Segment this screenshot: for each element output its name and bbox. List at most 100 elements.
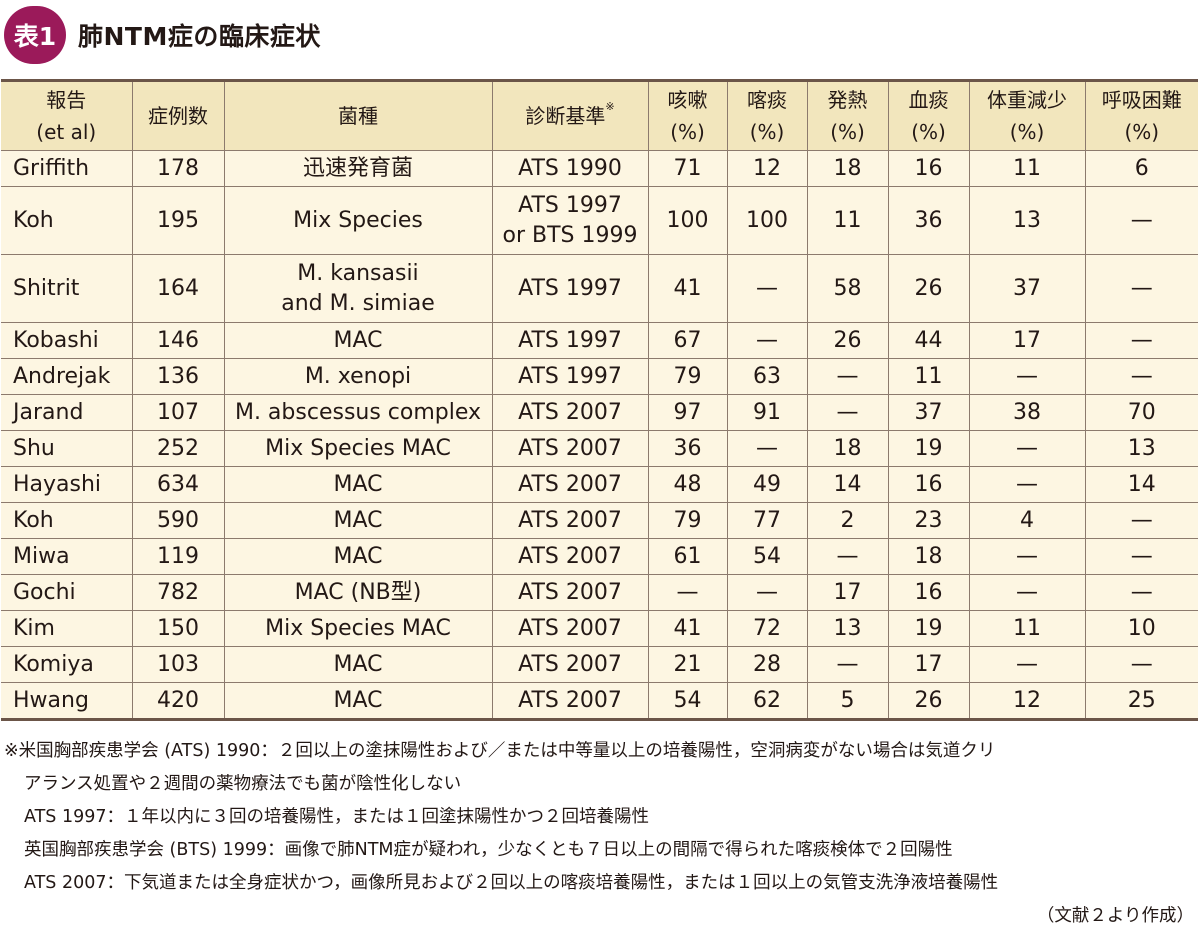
cell-criteria-line: ATS 1997 [518,192,622,218]
cell-cough: 41 [647,610,728,647]
column-header-unit: (et al) [36,120,97,144]
cell-criteria: ATS 2007 [491,682,649,720]
cell-species: 迅速発育菌 [223,150,493,187]
cell-dyspnea: — [1084,186,1198,255]
cell-criteria-line: ATS 2007 [518,399,622,425]
cell-dyspnea: — [1084,358,1198,395]
cell-species: MAC [223,646,493,683]
column-header: 咳嗽 (%) [647,80,728,151]
cell-fever: — [806,538,889,575]
table-title: 表1 肺NTM症の臨床症状 [4,6,321,64]
cell-sputum: 54 [726,538,808,575]
cell-species-line: MAC [333,507,383,533]
cell-criteria-line: ATS 1997 [518,363,622,389]
column-header: 喀痰 (%) [726,80,808,151]
cell-criteria-line: ATS 1997 [518,327,622,353]
cell-species: MAC [223,502,493,539]
cell-sputum: 63 [726,358,808,395]
cell-criteria-line: ATS 2007 [518,435,622,461]
cell-report: Koh [1,502,133,539]
column-header-unit: (%) [911,120,946,144]
cell-cough: 79 [647,502,728,539]
cell-criteria: ATS 2007 [491,394,649,431]
cell-weightloss: 13 [968,186,1086,255]
cell-dyspnea: 25 [1084,682,1198,720]
cell-fever: 13 [806,610,889,647]
column-header: 体重減少 (%) [968,80,1086,151]
cell-sputum: — [726,322,808,359]
cell-cases: 119 [131,538,225,575]
cell-species-line: MAC [333,651,383,677]
cell-hemoptysis: 17 [887,646,970,683]
table-row: Griffith 178 迅速発育菌 ATS 1990 71 12 18 16 11 6 [1,150,1198,187]
cell-species-line: MAC [333,543,383,569]
column-header-label: 症例数 [148,104,208,128]
table-number-badge: 表1 [4,6,66,64]
cell-sputum: — [726,430,808,467]
cell-hemoptysis: 16 [887,574,970,611]
cell-weightloss: 12 [968,682,1086,720]
cell-cases: 150 [131,610,225,647]
cell-sputum: 62 [726,682,808,720]
cell-cough: 97 [647,394,728,431]
cell-species: M. xenopi [223,358,493,395]
cell-species: M. abscessus complex [223,394,493,431]
cell-fever: 5 [806,682,889,720]
cell-fever: 18 [806,150,889,187]
cell-dyspnea: — [1084,574,1198,611]
cell-report: Shitrit [1,254,133,323]
column-header-unit: (%) [1009,120,1045,144]
table-title-text: 肺NTM症の臨床症状 [78,22,321,51]
cell-report: Hwang [1,682,133,720]
cell-cough: 54 [647,682,728,720]
cell-weightloss: — [968,466,1086,503]
cell-report: Hayashi [1,466,133,503]
cell-dyspnea: — [1084,502,1198,539]
cell-sputum: 49 [726,466,808,503]
cell-criteria-line: ATS 2007 [518,543,622,569]
cell-criteria-line: ATS 2007 [518,579,622,605]
table-header: 報告 (et al) 症例数 菌種 診断基準※ 咳嗽 (%) 喀痰 (%) 発熱 (%) 血痰 (%) 体… [1,80,1198,151]
cell-sputum: 72 [726,610,808,647]
cell-criteria: ATS 2007 [491,646,649,683]
column-header: 発熱 (%) [806,80,889,151]
cell-cough: 100 [647,186,728,255]
cell-dyspnea: — [1084,322,1198,359]
cell-fever: 14 [806,466,889,503]
cell-weightloss: 11 [968,610,1086,647]
column-header: 診断基準※ [491,80,649,151]
cell-cases: 103 [131,646,225,683]
cell-cases: 252 [131,430,225,467]
cell-sputum: — [726,574,808,611]
table-row: Hwang 420 MAC ATS 2007 54 62 5 26 12 25 [1,682,1198,720]
cell-hemoptysis: 16 [887,466,970,503]
cell-cases: 195 [131,186,225,255]
cell-report: Miwa [1,538,133,575]
cell-sputum: 77 [726,502,808,539]
cell-criteria-line: ATS 1990 [518,155,622,181]
cell-species: MAC [223,466,493,503]
cell-weightloss: 4 [968,502,1086,539]
cell-species-line: M. abscessus complex [234,399,482,425]
cell-cough: 36 [647,430,728,467]
cell-hemoptysis: 36 [887,186,970,255]
column-header: 菌種 [223,80,493,151]
cell-cough: 41 [647,254,728,323]
cell-weightloss: — [968,430,1086,467]
cell-sputum: 100 [726,186,808,255]
cell-cases: 634 [131,466,225,503]
cell-fever: 18 [806,430,889,467]
table-row: Gochi 782 MAC (NB型) ATS 2007— —17 16— — [1,574,1198,611]
cell-sputum: — [726,254,808,323]
cell-species: Mix Species MAC [223,430,493,467]
column-header-label: 診断基準 [525,104,606,128]
cell-dyspnea: 13 [1084,430,1198,467]
cell-criteria: ATS 1997 [491,358,649,395]
column-header-label: 血痰 [908,88,949,112]
footnote-ats-1990-cont: アランス処置や２週間の薬物療法でも菌が陰性化しない [24,774,462,794]
cell-dyspnea: — [1084,646,1198,683]
cell-species: MAC [223,682,493,720]
footnotes: ※米国胸部疾患学会 (ATS) 1990：２回以上の塗抹陽性および／または中等量… [4,735,1200,933]
column-header-label: 菌種 [338,104,378,128]
cell-weightloss: 37 [968,254,1086,323]
